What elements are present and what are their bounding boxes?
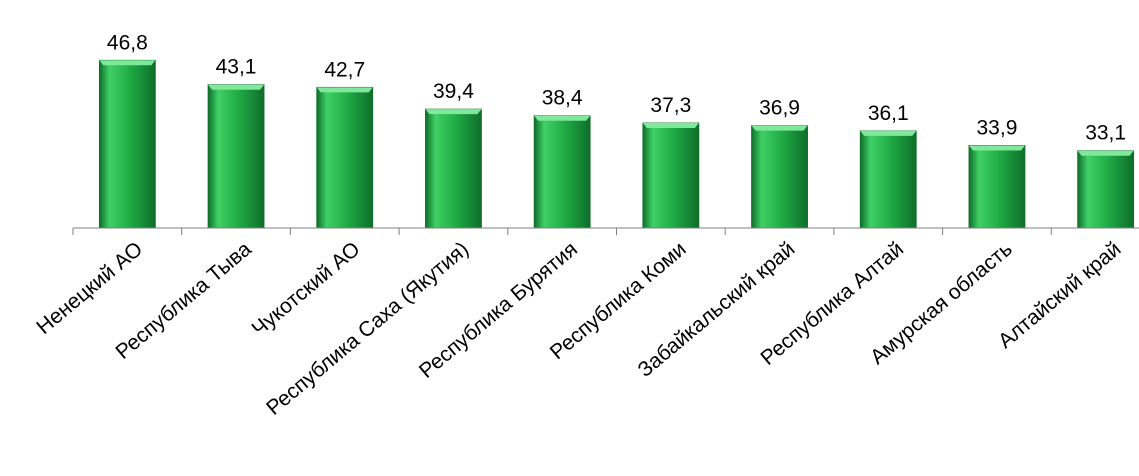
data-label: 33,9 xyxy=(977,116,1018,139)
bar-top-bevel xyxy=(99,60,156,66)
bar xyxy=(642,122,700,229)
bar-top-bevel xyxy=(208,84,265,90)
x-axis xyxy=(72,227,1139,235)
bar xyxy=(533,115,591,229)
x-tick-label: Чукотский АО xyxy=(248,237,365,340)
bar-top-bevel xyxy=(968,145,1025,151)
bar xyxy=(968,145,1026,229)
bar-body xyxy=(207,84,265,229)
bar xyxy=(425,108,482,229)
data-label: 36,1 xyxy=(868,102,909,125)
bar-body xyxy=(316,86,374,229)
bar-body xyxy=(968,145,1026,229)
bar xyxy=(98,59,156,229)
bar xyxy=(316,86,374,229)
data-label: 38,4 xyxy=(542,87,583,110)
x-tick-label: Республика Саха (Якутия) xyxy=(262,237,473,419)
bar-top-bevel xyxy=(1077,150,1134,156)
bar-top-bevel xyxy=(316,87,373,93)
bar-top-bevel xyxy=(751,125,808,131)
data-label: 37,3 xyxy=(650,94,691,117)
bar-body xyxy=(859,130,917,229)
x-tick-label: Ненецкий АО xyxy=(32,237,147,339)
bar-body xyxy=(425,108,482,229)
bars-layer xyxy=(98,59,1135,229)
data-label: 43,1 xyxy=(216,56,257,79)
bar-body xyxy=(751,125,808,229)
bar-body xyxy=(98,59,156,229)
bar-body xyxy=(533,115,591,229)
bar-top-bevel xyxy=(860,130,917,136)
bar-top-bevel xyxy=(425,109,482,115)
bar xyxy=(207,84,265,229)
bar xyxy=(859,130,917,229)
data-label: 33,1 xyxy=(1085,122,1126,145)
bar xyxy=(1077,150,1135,229)
data-label: 46,8 xyxy=(107,31,148,54)
value-labels-layer: 46,8 43,1 42,7 39,4 38,4 37,3 36,9 36,1 33,9 33,1 xyxy=(107,31,1126,144)
bar xyxy=(751,125,808,229)
bar-top-bevel xyxy=(642,122,699,128)
bar-body xyxy=(642,122,700,229)
bar-body xyxy=(1077,150,1135,229)
data-label: 36,9 xyxy=(759,97,800,120)
data-label: 39,4 xyxy=(433,80,474,103)
data-label: 42,7 xyxy=(324,58,365,81)
bar-top-bevel xyxy=(534,115,591,121)
